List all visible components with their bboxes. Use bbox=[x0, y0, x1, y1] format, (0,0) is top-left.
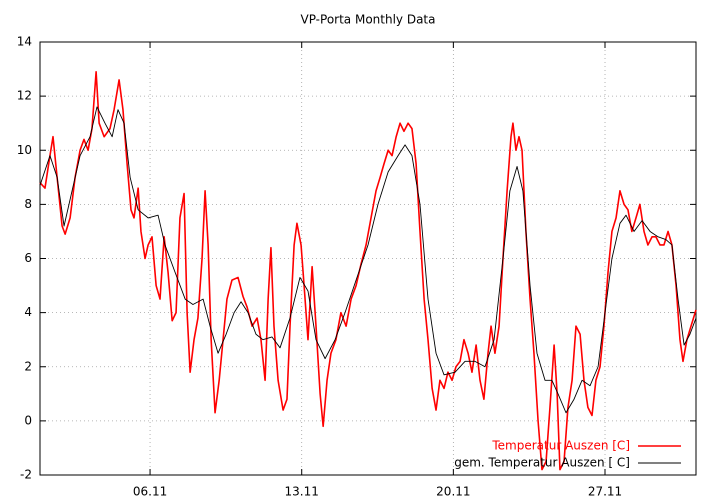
y-tick-label: 14 bbox=[17, 35, 32, 49]
legend-label: Temperatur Auszen [C] bbox=[491, 439, 630, 453]
legend-label: gem. Temperatur Auszen [ C] bbox=[454, 456, 630, 470]
y-tick-label: 4 bbox=[24, 305, 32, 319]
plot-frame bbox=[39, 41, 697, 476]
y-tick-label: 10 bbox=[17, 143, 32, 157]
y-tick-label: 8 bbox=[24, 197, 32, 211]
y-tick-label: -2 bbox=[20, 468, 32, 482]
y-tick-label: 6 bbox=[24, 251, 32, 265]
x-tick-label: 13.11 bbox=[285, 485, 319, 499]
series-line bbox=[39, 106, 697, 414]
y-tick-label: 0 bbox=[24, 413, 32, 427]
series-line bbox=[39, 70, 697, 471]
x-tick-label: 20.11 bbox=[436, 485, 470, 499]
x-tick-label: 27.11 bbox=[588, 485, 622, 499]
y-tick-label: 12 bbox=[17, 89, 32, 103]
x-tick-label: 06.11 bbox=[133, 485, 167, 499]
chart-title: VP-Porta Monthly Data bbox=[301, 13, 436, 27]
y-tick-label: 2 bbox=[24, 359, 32, 373]
